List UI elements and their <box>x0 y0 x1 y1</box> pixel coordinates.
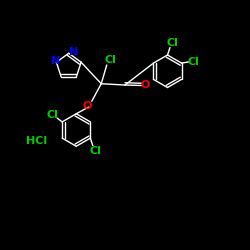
Text: HCl: HCl <box>26 136 47 146</box>
Text: Cl: Cl <box>188 58 200 67</box>
Text: Cl: Cl <box>47 110 58 120</box>
Text: N: N <box>50 56 60 66</box>
Text: N: N <box>69 47 78 57</box>
Text: O: O <box>83 101 92 111</box>
Text: O: O <box>140 80 150 90</box>
Text: Cl: Cl <box>166 38 178 48</box>
Text: Cl: Cl <box>90 146 102 156</box>
Text: Cl: Cl <box>104 55 116 65</box>
